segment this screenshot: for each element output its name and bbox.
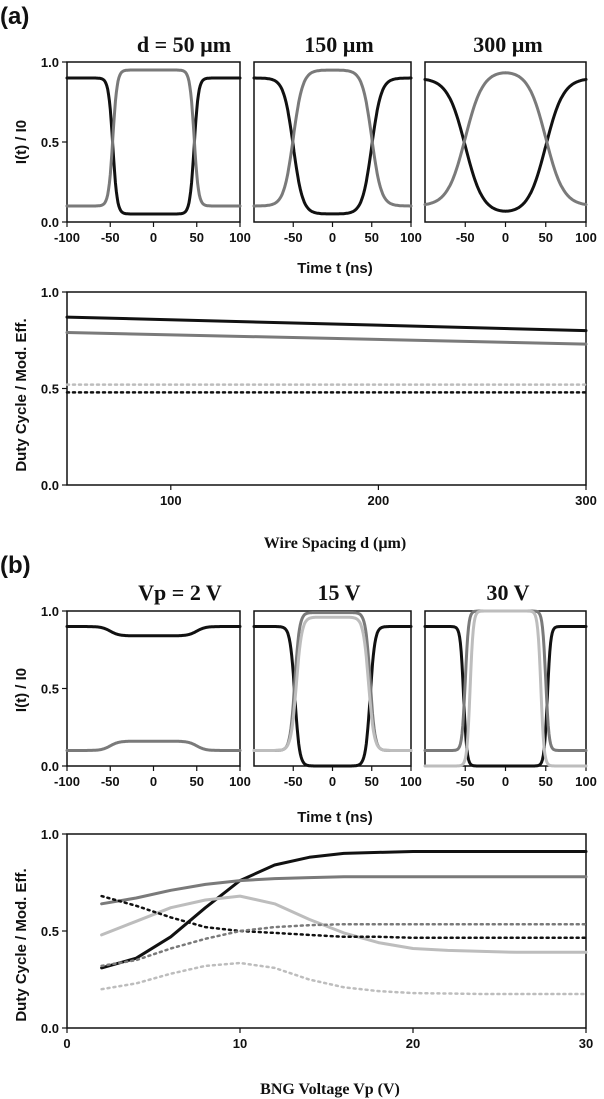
x-tick-label: -100 xyxy=(54,774,80,789)
series-line xyxy=(423,609,588,768)
x-tick-label: 50 xyxy=(365,230,379,245)
y-tick-label: 0.5 xyxy=(41,135,59,150)
plot-frame xyxy=(424,61,587,223)
x-tick-label: 100 xyxy=(575,774,597,789)
series-line xyxy=(100,961,588,996)
x-tick-label: 50 xyxy=(539,230,553,245)
title-b1: Vp = 2 V xyxy=(138,580,222,605)
y-tick-label: 0.0 xyxy=(41,759,59,774)
series-line xyxy=(65,739,242,752)
y-tick-label: 0.5 xyxy=(41,924,59,939)
x-tick-label: 300 xyxy=(575,493,597,508)
plot-frame xyxy=(253,61,412,223)
x-tick-label: -50 xyxy=(456,774,475,789)
x-tick-label: 0 xyxy=(63,1036,70,1051)
a-bottom-xlabel: Wire Spacing d (µm) xyxy=(264,535,406,552)
a-bottom-ylabel: Duty Cycle / Mod. Eff. xyxy=(13,318,30,471)
x-tick-label: 100 xyxy=(575,230,597,245)
x-tick-label: -50 xyxy=(284,774,303,789)
y-tick-label: 0.0 xyxy=(41,1021,59,1036)
a-top-ylabel: I(t) / I0 xyxy=(13,120,30,164)
x-tick-label: -50 xyxy=(101,774,120,789)
x-tick-label: 0 xyxy=(329,230,336,245)
x-tick-label: 0 xyxy=(150,774,157,789)
x-tick-label: 20 xyxy=(406,1036,420,1051)
series-line xyxy=(423,71,588,207)
plot-frame xyxy=(424,610,587,767)
y-tick-label: 0.0 xyxy=(41,215,59,230)
series-line xyxy=(100,850,588,970)
series-line xyxy=(100,922,588,968)
title-b3: 30 V xyxy=(487,580,530,605)
y-tick-label: 1.0 xyxy=(41,55,59,70)
series-line xyxy=(100,894,588,954)
plot-frame xyxy=(66,291,587,486)
panel-label-a: (a) xyxy=(0,3,29,30)
plot-frame xyxy=(253,610,412,767)
y-tick-label: 0.0 xyxy=(41,478,59,493)
x-tick-label: 100 xyxy=(229,230,251,245)
y-tick-label: 1.0 xyxy=(41,604,59,619)
x-tick-label: 50 xyxy=(539,774,553,789)
series-line xyxy=(252,625,413,768)
x-tick-label: 100 xyxy=(400,230,422,245)
b-bottom-ylabel: Duty Cycle / Mod. Eff. xyxy=(13,868,30,1021)
x-tick-label: 50 xyxy=(190,774,204,789)
x-tick-label: -100 xyxy=(54,230,80,245)
title-a3: 300 µm xyxy=(473,32,543,57)
y-tick-label: 1.0 xyxy=(41,285,59,300)
title-b2: 15 V xyxy=(318,580,361,605)
series-line xyxy=(100,894,588,940)
panel-label-b: (b) xyxy=(0,552,31,579)
title-a1: d = 50 µm xyxy=(137,32,231,57)
x-tick-label: 100 xyxy=(400,774,422,789)
series-line xyxy=(252,615,413,752)
x-tick-label: -50 xyxy=(101,230,120,245)
y-tick-label: 0.5 xyxy=(41,682,59,697)
y-tick-label: 0.5 xyxy=(41,382,59,397)
series-line xyxy=(65,76,242,216)
x-tick-label: 0 xyxy=(329,774,336,789)
series-line xyxy=(252,611,413,752)
a-top-xlabel: Time t (ns) xyxy=(297,260,373,277)
series-line xyxy=(252,76,413,216)
plot-frame xyxy=(66,833,587,1029)
x-tick-label: -50 xyxy=(456,230,475,245)
x-tick-label: 50 xyxy=(365,774,379,789)
title-a2: 150 µm xyxy=(304,32,374,57)
x-tick-label: -50 xyxy=(284,230,303,245)
x-tick-label: 0 xyxy=(150,230,157,245)
b-bottom-xlabel: BNG Voltage Vp (V) xyxy=(260,1081,400,1098)
series-line xyxy=(423,609,588,752)
plot-frame xyxy=(66,61,241,223)
series-line xyxy=(252,68,413,208)
x-tick-label: 200 xyxy=(368,493,390,508)
series-line xyxy=(423,625,588,768)
x-tick-label: 10 xyxy=(233,1036,247,1051)
x-tick-label: 100 xyxy=(160,493,182,508)
x-tick-label: 100 xyxy=(229,774,251,789)
b-top-xlabel: Time t (ns) xyxy=(297,809,373,826)
series-line xyxy=(423,77,588,213)
x-tick-label: 30 xyxy=(579,1036,593,1051)
x-tick-label: 0 xyxy=(502,774,509,789)
plot-frame xyxy=(66,610,241,767)
x-tick-label: 50 xyxy=(190,230,204,245)
series-line xyxy=(65,331,588,346)
y-tick-label: 1.0 xyxy=(41,827,59,842)
series-line xyxy=(65,68,242,208)
b-top-ylabel: I(t) / I0 xyxy=(13,668,30,712)
series-line xyxy=(65,315,588,333)
series-line xyxy=(65,625,242,638)
series-line xyxy=(100,875,588,906)
x-tick-label: 0 xyxy=(502,230,509,245)
